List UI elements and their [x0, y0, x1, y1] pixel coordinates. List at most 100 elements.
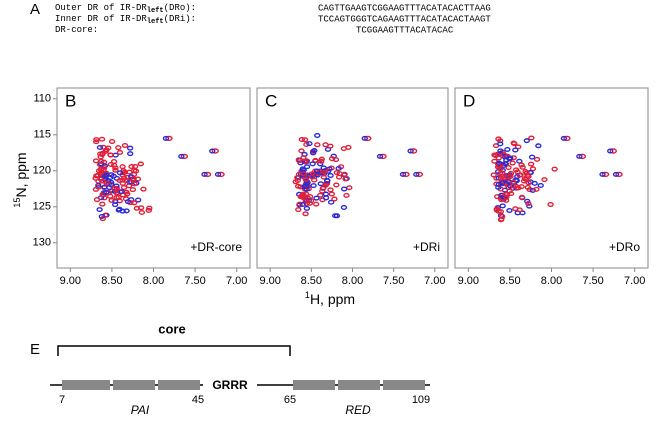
- position: 7: [59, 394, 65, 406]
- peak: [92, 175, 99, 181]
- peak: [333, 182, 340, 188]
- peak: [328, 191, 336, 197]
- peak: [490, 172, 497, 178]
- x-tick-label: 9.00: [60, 275, 81, 287]
- peak: [524, 184, 532, 190]
- subscript: left: [147, 18, 164, 26]
- peak: [140, 186, 147, 192]
- x-tick-label: 7.50: [383, 275, 404, 287]
- peak: [314, 132, 321, 138]
- peak: [107, 152, 114, 158]
- peak: [120, 170, 127, 176]
- peak: [92, 186, 100, 192]
- peak: [294, 175, 301, 181]
- peak: [379, 153, 387, 160]
- peak: [343, 192, 350, 198]
- peak: [301, 137, 309, 143]
- peak: [309, 150, 317, 156]
- peak: [322, 195, 330, 201]
- x-tick-label: 7.00: [624, 275, 645, 287]
- peak: [413, 171, 420, 177]
- x-tick-label: 7.50: [582, 275, 603, 287]
- peak: [298, 137, 306, 143]
- peak: [98, 158, 105, 164]
- peak: [201, 171, 208, 177]
- peak: [145, 207, 152, 213]
- peak: [102, 148, 109, 154]
- peak: [510, 183, 517, 189]
- peak: [97, 166, 105, 172]
- peak: [312, 157, 319, 163]
- peak: [533, 156, 541, 162]
- peak: [576, 153, 583, 159]
- peak: [312, 201, 320, 207]
- peak: [364, 135, 372, 142]
- peak: [108, 138, 116, 144]
- peak: [491, 152, 498, 158]
- label: N, ppm: [13, 152, 29, 197]
- peak: [203, 171, 212, 178]
- peak: [128, 164, 135, 170]
- peak: [93, 139, 100, 145]
- x-tick-label: 8.00: [143, 275, 164, 287]
- peak: [520, 178, 528, 184]
- peak: [615, 171, 623, 178]
- peak: [299, 201, 306, 207]
- peak: [121, 143, 129, 149]
- peak: [497, 217, 505, 223]
- peak: [497, 148, 504, 154]
- peak: [98, 213, 106, 219]
- peak: [119, 177, 126, 183]
- peak: [165, 135, 173, 142]
- x-tick-label: 7.00: [424, 275, 445, 287]
- peak: [306, 194, 314, 200]
- peak: [495, 182, 502, 188]
- name: Outer DR of IR-DR: [55, 3, 147, 13]
- peak: [93, 137, 100, 143]
- domain-box: [158, 380, 200, 390]
- peak: [415, 171, 424, 178]
- subscript: left: [147, 7, 164, 15]
- grrr-bg: [203, 378, 257, 392]
- peak: [402, 171, 410, 178]
- peak: [340, 146, 348, 152]
- peak: [97, 154, 104, 160]
- peak: [518, 184, 525, 190]
- peak: [335, 165, 342, 171]
- panel-label: B: [65, 91, 76, 110]
- peak: [131, 181, 138, 187]
- domain-box: [383, 380, 425, 390]
- peak: [101, 173, 109, 179]
- peak: [300, 155, 307, 161]
- peak: [211, 148, 219, 154]
- peak: [495, 160, 503, 166]
- panel-a: A Outer DR of IR-DRleft(DRo): CAGTTGAAGTC…: [30, 1, 491, 35]
- peak: [299, 191, 307, 197]
- domain-box: [338, 380, 380, 390]
- peak: [98, 161, 105, 167]
- x-tick-label: 8.00: [342, 275, 363, 287]
- peak: [612, 171, 620, 177]
- name: Inner DR of IR-DR: [55, 14, 147, 24]
- y-axis-label: 15N, ppm: [12, 152, 28, 207]
- peak: [340, 204, 348, 210]
- panel-label: D: [463, 91, 475, 110]
- peak: [318, 158, 325, 164]
- row-name: DR-core:: [55, 25, 98, 35]
- peak: [507, 183, 514, 189]
- peak: [522, 169, 529, 175]
- peak: [99, 201, 106, 207]
- peak: [124, 174, 131, 180]
- peak: [309, 161, 316, 167]
- peak: [341, 171, 348, 177]
- peak: [313, 195, 320, 201]
- peak: [525, 201, 532, 207]
- peak: [361, 135, 368, 141]
- peak: [517, 172, 524, 178]
- peak: [111, 186, 118, 192]
- peak: [528, 154, 536, 160]
- panel-label: E: [30, 341, 40, 358]
- peak: [332, 157, 340, 163]
- peak: [507, 173, 514, 179]
- sup: 1: [305, 290, 310, 300]
